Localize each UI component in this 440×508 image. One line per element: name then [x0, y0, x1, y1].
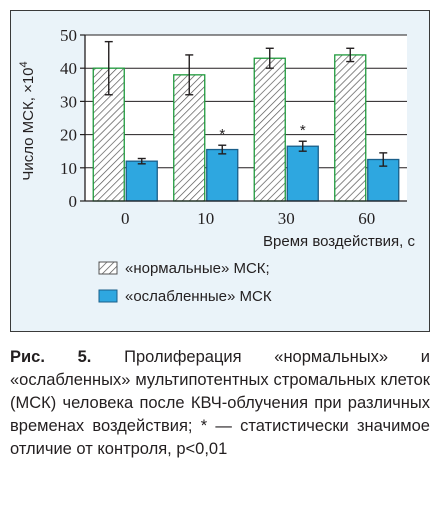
bar-normal: [334, 54, 367, 202]
y-axis-title-text: Число МСК, ×10: [20, 67, 37, 180]
significance-marker: *: [219, 126, 225, 143]
bar-normal: [253, 57, 286, 202]
figure-caption: Рис. 5. Пролиферация «нормальных» и «осл…: [10, 346, 430, 461]
significance-marker: *: [300, 122, 306, 139]
x-axis-title: Время воздействия, с: [263, 233, 415, 250]
y-tick-label: 40: [60, 59, 77, 78]
y-tick-label: 0: [69, 192, 78, 211]
figure-panel: 0 10 20 30 40 50 * * 0 10 30 60 Время воздействия, с…: [10, 10, 430, 332]
legend-label-weakened: «ослабленные» МСК: [125, 288, 272, 305]
y-tick-label: 10: [60, 159, 77, 178]
caption-label: Рис. 5.: [10, 348, 92, 366]
bar-chart: 0 10 20 30 40 50 * * 0 10 30 60 Время воздействия, с…: [18, 26, 415, 305]
x-tick-label: 30: [278, 209, 295, 228]
y-tick-label: 20: [60, 126, 77, 145]
x-tick-label: 10: [197, 209, 214, 228]
y-axis-title-exponent: 4: [18, 61, 30, 67]
bar-weakened: [286, 145, 319, 202]
x-tick-label: 0: [121, 209, 130, 228]
y-tick-label: 30: [60, 92, 77, 111]
legend-label-normal: «нормальные» МСК;: [125, 260, 270, 277]
bar-weakened: [206, 148, 239, 202]
legend-swatch-normal: [98, 261, 118, 275]
y-tick-label: 50: [60, 26, 77, 45]
x-tick-label: 60: [358, 209, 375, 228]
bar-weakened: [125, 160, 158, 202]
caption-text: Пролиферация «нормальных» и «ослабленных…: [10, 348, 430, 458]
legend-swatch-weakened: [98, 289, 118, 303]
y-axis-title: Число МСК, ×104: [18, 61, 37, 180]
